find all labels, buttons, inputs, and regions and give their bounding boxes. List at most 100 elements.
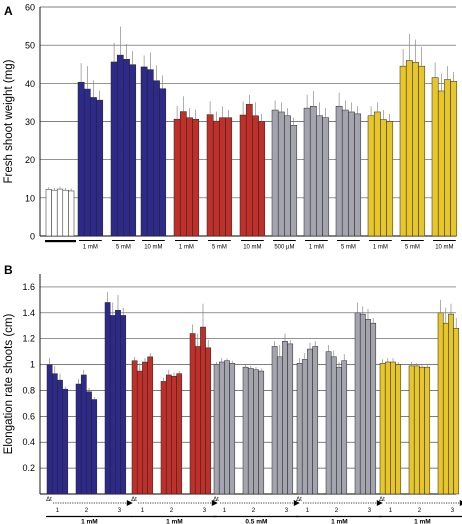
- time-point-label: 2: [418, 508, 422, 514]
- bar: [116, 54, 124, 237]
- bar: [296, 363, 303, 495]
- time-point-label: 1: [306, 508, 310, 514]
- bar: [200, 326, 206, 495]
- y-axis-label: Elongation rate shoots (cm): [3, 314, 15, 455]
- group-label: 500 µM: [274, 245, 294, 251]
- bar: [380, 119, 387, 237]
- bar: [189, 333, 196, 495]
- bar: [140, 66, 148, 237]
- bar: [303, 107, 311, 237]
- bar: [312, 346, 319, 495]
- bar: [354, 312, 361, 495]
- time-point-label: 2: [252, 508, 256, 514]
- concentration-label: 0.5 mM: [245, 519, 267, 524]
- bar: [341, 360, 348, 495]
- bar: [284, 115, 291, 237]
- bar: [57, 379, 63, 495]
- bar: [120, 315, 127, 495]
- bar: [90, 97, 97, 237]
- bar: [206, 114, 214, 237]
- concentration-label: 1 mM: [331, 519, 348, 524]
- bar: [282, 341, 288, 495]
- group-label: 5 mM: [341, 245, 356, 251]
- bar: [367, 115, 375, 237]
- bar: [176, 373, 183, 495]
- concentration-label: 1 mM: [81, 519, 98, 524]
- bar: [419, 366, 425, 495]
- arrow-head-icon: [376, 500, 383, 506]
- bar: [123, 59, 130, 237]
- y-tick-label: 0: [30, 232, 35, 242]
- bar: [109, 315, 116, 495]
- bar: [335, 105, 343, 237]
- time-point-label: 1: [389, 508, 393, 514]
- y-tick-label: 60: [25, 3, 35, 13]
- bar: [239, 114, 247, 237]
- bar: [437, 312, 444, 495]
- bar: [408, 365, 415, 495]
- bar: [431, 77, 439, 237]
- arrow-head-icon: [211, 500, 218, 506]
- bar: [413, 365, 420, 495]
- bar: [424, 366, 431, 495]
- bar: [160, 381, 167, 495]
- time-point-label: 1: [56, 508, 60, 514]
- bar: [365, 319, 371, 495]
- group-label: 1 mM: [309, 245, 324, 251]
- bar: [213, 364, 220, 495]
- bar: [56, 188, 64, 237]
- bar: [51, 373, 58, 495]
- y-tick-label: 20: [25, 155, 35, 165]
- y-tick-label: 0.4: [22, 437, 35, 447]
- bar: [165, 374, 172, 495]
- bar: [179, 111, 187, 237]
- bar: [373, 111, 381, 237]
- delta-t-label: Δt: [46, 497, 52, 503]
- bar: [453, 328, 460, 495]
- bar: [336, 366, 342, 495]
- bar: [245, 104, 253, 237]
- concentration-label: 1 mM: [166, 519, 183, 524]
- bar: [212, 120, 220, 237]
- bar: [437, 90, 445, 237]
- bar: [68, 190, 75, 237]
- y-tick-label: 0.2: [22, 463, 35, 473]
- bar: [399, 65, 407, 237]
- group-label: 1 mM: [373, 245, 388, 251]
- group-label: 1 mM: [179, 245, 194, 251]
- bar: [330, 356, 337, 495]
- bar: [354, 113, 362, 237]
- bar: [115, 309, 121, 495]
- bar: [194, 346, 201, 495]
- panel-b-label: B: [4, 263, 13, 277]
- bar: [225, 117, 233, 237]
- bar: [205, 347, 212, 495]
- concentration-label: 1 mM: [414, 519, 431, 524]
- panel-a-label: A: [4, 4, 13, 18]
- time-point-label: 1: [141, 508, 145, 514]
- bar: [46, 364, 53, 495]
- bar: [153, 80, 160, 237]
- group-label: 10 mM: [435, 245, 453, 251]
- arrow-head-icon: [126, 500, 133, 506]
- y-tick-label: 1.6: [22, 282, 35, 292]
- bar: [218, 361, 225, 495]
- panel-a-chart: A 0 10 20 30 40 50 60 Fresh shoot weight (mg) 1 m…: [3, 3, 458, 251]
- bar: [96, 99, 104, 237]
- bar: [309, 105, 317, 237]
- bar: [91, 399, 98, 495]
- bar: [229, 363, 236, 495]
- time-point-label: 3: [451, 508, 455, 514]
- delta-t-label: Δt: [296, 497, 302, 503]
- bar: [110, 61, 118, 237]
- bar: [159, 88, 167, 237]
- y-tick-label: 0.8: [22, 385, 35, 395]
- bar: [384, 361, 391, 495]
- bar: [104, 302, 111, 495]
- bar: [325, 351, 332, 495]
- y-tick-label: 0.6: [22, 411, 35, 421]
- delta-t-label: Δt: [131, 497, 137, 503]
- group-label: 1 mM: [83, 245, 98, 251]
- y-tick-label: 40: [25, 79, 35, 89]
- bar: [192, 118, 200, 237]
